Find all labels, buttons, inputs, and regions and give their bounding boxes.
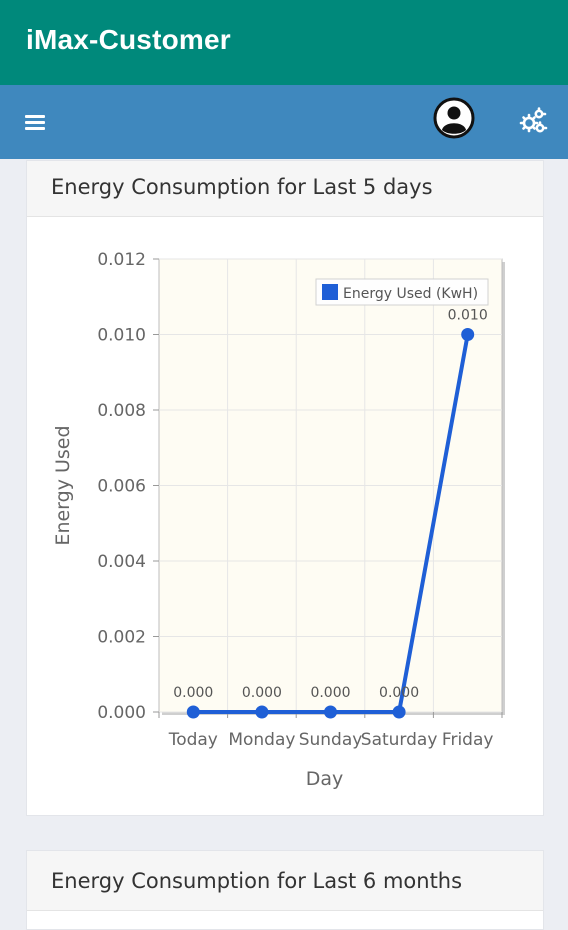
app-bar: iMax-Customer bbox=[0, 0, 568, 85]
y-tick-label: 0.010 bbox=[97, 326, 146, 346]
legend-label: Energy Used (KwH) bbox=[343, 286, 478, 302]
data-label: 0.010 bbox=[448, 308, 488, 324]
card-title: Energy Consumption for Last 5 days bbox=[27, 161, 543, 217]
x-tick-label: Today bbox=[168, 730, 218, 750]
energy-chart: 0.000 0.002 0.004 0.006 0.008 0.010 0.012 Today… bbox=[27, 217, 545, 815]
y-tick-label: 0.000 bbox=[97, 703, 146, 723]
card-title: Energy Consumption for Last 6 months bbox=[27, 851, 543, 911]
x-tick-label: Monday bbox=[228, 730, 295, 750]
x-axis-title: Day bbox=[306, 768, 344, 790]
data-label: 0.000 bbox=[173, 685, 213, 701]
energy-6-months-card: Energy Consumption for Last 6 months bbox=[26, 850, 544, 930]
app-title: iMax-Customer bbox=[26, 24, 231, 55]
y-tick-label: 0.008 bbox=[97, 401, 146, 421]
toolbar bbox=[0, 85, 568, 159]
y-tick-label: 0.012 bbox=[97, 250, 146, 270]
gears-icon[interactable] bbox=[517, 105, 549, 137]
data-label: 0.000 bbox=[379, 685, 419, 701]
data-point bbox=[324, 705, 337, 719]
y-tick-label: 0.006 bbox=[97, 477, 146, 497]
data-label: 0.000 bbox=[310, 685, 350, 701]
data-point bbox=[392, 705, 406, 719]
y-tick-label: 0.004 bbox=[97, 552, 146, 572]
user-circle-icon[interactable] bbox=[433, 97, 475, 139]
y-axis-title: Energy Used bbox=[52, 425, 74, 545]
data-point bbox=[186, 705, 200, 719]
y-tick-label: 0.002 bbox=[97, 628, 146, 648]
x-tick-label: Sunday bbox=[299, 730, 363, 750]
data-point bbox=[461, 328, 475, 341]
data-point bbox=[255, 705, 269, 719]
energy-5-days-card: Energy Consumption for Last 5 days 0.000… bbox=[26, 160, 544, 816]
hamburger-menu-icon[interactable] bbox=[20, 107, 50, 137]
x-tick-label: Saturday bbox=[361, 730, 438, 750]
legend-box bbox=[315, 278, 489, 306]
x-tick-label: Friday bbox=[442, 730, 494, 750]
legend-swatch bbox=[322, 284, 338, 300]
energy-chart-svg: 0.000 0.002 0.004 0.006 0.008 0.010 0.012 Today… bbox=[52, 250, 505, 790]
data-label: 0.000 bbox=[242, 685, 282, 701]
